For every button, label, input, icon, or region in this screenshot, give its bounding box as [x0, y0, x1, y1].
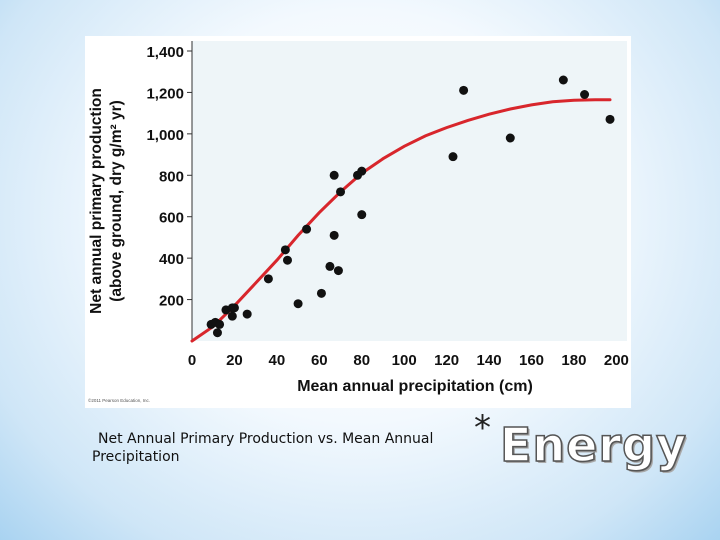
x-tick-label: 80: [353, 352, 370, 369]
trend-curve-group: [190, 98, 612, 343]
trend-curve: [190, 98, 612, 343]
data-point: [336, 187, 346, 197]
slide-title: Energy: [499, 417, 687, 473]
y-tick-label: 1,400: [146, 44, 184, 61]
slide-caption: Net Annual Primary Production vs. Mean A…: [92, 431, 434, 465]
data-point: [357, 210, 367, 220]
y-tick-label: 200: [159, 293, 184, 310]
y-axis-label-line2: (above ground, dry g/m² yr): [108, 100, 125, 302]
data-point: [282, 255, 292, 265]
x-tick-label: 200: [604, 352, 629, 369]
x-tick-label: 20: [226, 352, 243, 369]
data-point: [316, 288, 326, 298]
x-tick-label: 160: [519, 352, 544, 369]
y-axis-label-line1: Net annual primary production: [88, 88, 105, 314]
y-tick-label: 1,000: [146, 127, 184, 144]
data-point: [229, 303, 239, 313]
scatter-chart: 200 400 600 800 1,000 1,200 1,400 0 20 40 60 80 100…: [88, 41, 629, 403]
y-tick-label: 400: [159, 251, 184, 268]
data-point: [263, 274, 273, 284]
data-point: [448, 152, 458, 162]
x-tick-label: 120: [434, 352, 459, 369]
plot-area: [192, 41, 627, 341]
data-point: [302, 224, 312, 234]
data-point: [505, 133, 515, 143]
x-tick-label: 60: [311, 352, 328, 369]
data-point: [329, 230, 339, 240]
data-point: [329, 170, 339, 180]
x-tick-label: 140: [477, 352, 502, 369]
data-point: [357, 166, 367, 176]
data-point: [293, 299, 303, 309]
data-point: [558, 75, 568, 85]
data-point: [215, 319, 225, 329]
data-point: [605, 114, 615, 124]
y-tick-label: 800: [159, 168, 184, 185]
y-ticks: 200 400 600 800 1,000 1,200 1,400: [146, 44, 192, 310]
x-tick-label: 40: [269, 352, 286, 369]
data-point: [333, 266, 343, 276]
x-axis-label: Mean annual precipitation (cm): [297, 378, 533, 395]
bullet-asterisk: *: [474, 408, 491, 448]
x-tick-label: 180: [561, 352, 586, 369]
x-ticks: 0 20 40 60 80 100 120 140 160 180 200: [188, 352, 629, 369]
data-point: [580, 90, 590, 99]
x-tick-label: 100: [392, 352, 417, 369]
data-point: [242, 309, 252, 319]
data-point: [325, 261, 335, 271]
chart-panel: 200 400 600 800 1,000 1,200 1,400 0 20 40 60 80 100…: [85, 36, 631, 408]
y-tick-label: 1,200: [146, 85, 184, 102]
copyright-note: ©2011 Pearson Education, Inc.: [88, 397, 150, 403]
data-point: [459, 85, 469, 95]
x-tick-label: 0: [188, 352, 196, 369]
data-points: [206, 75, 615, 338]
data-point: [227, 311, 237, 321]
y-tick-label: 600: [159, 210, 184, 227]
data-point: [280, 245, 290, 255]
data-point: [212, 328, 222, 338]
